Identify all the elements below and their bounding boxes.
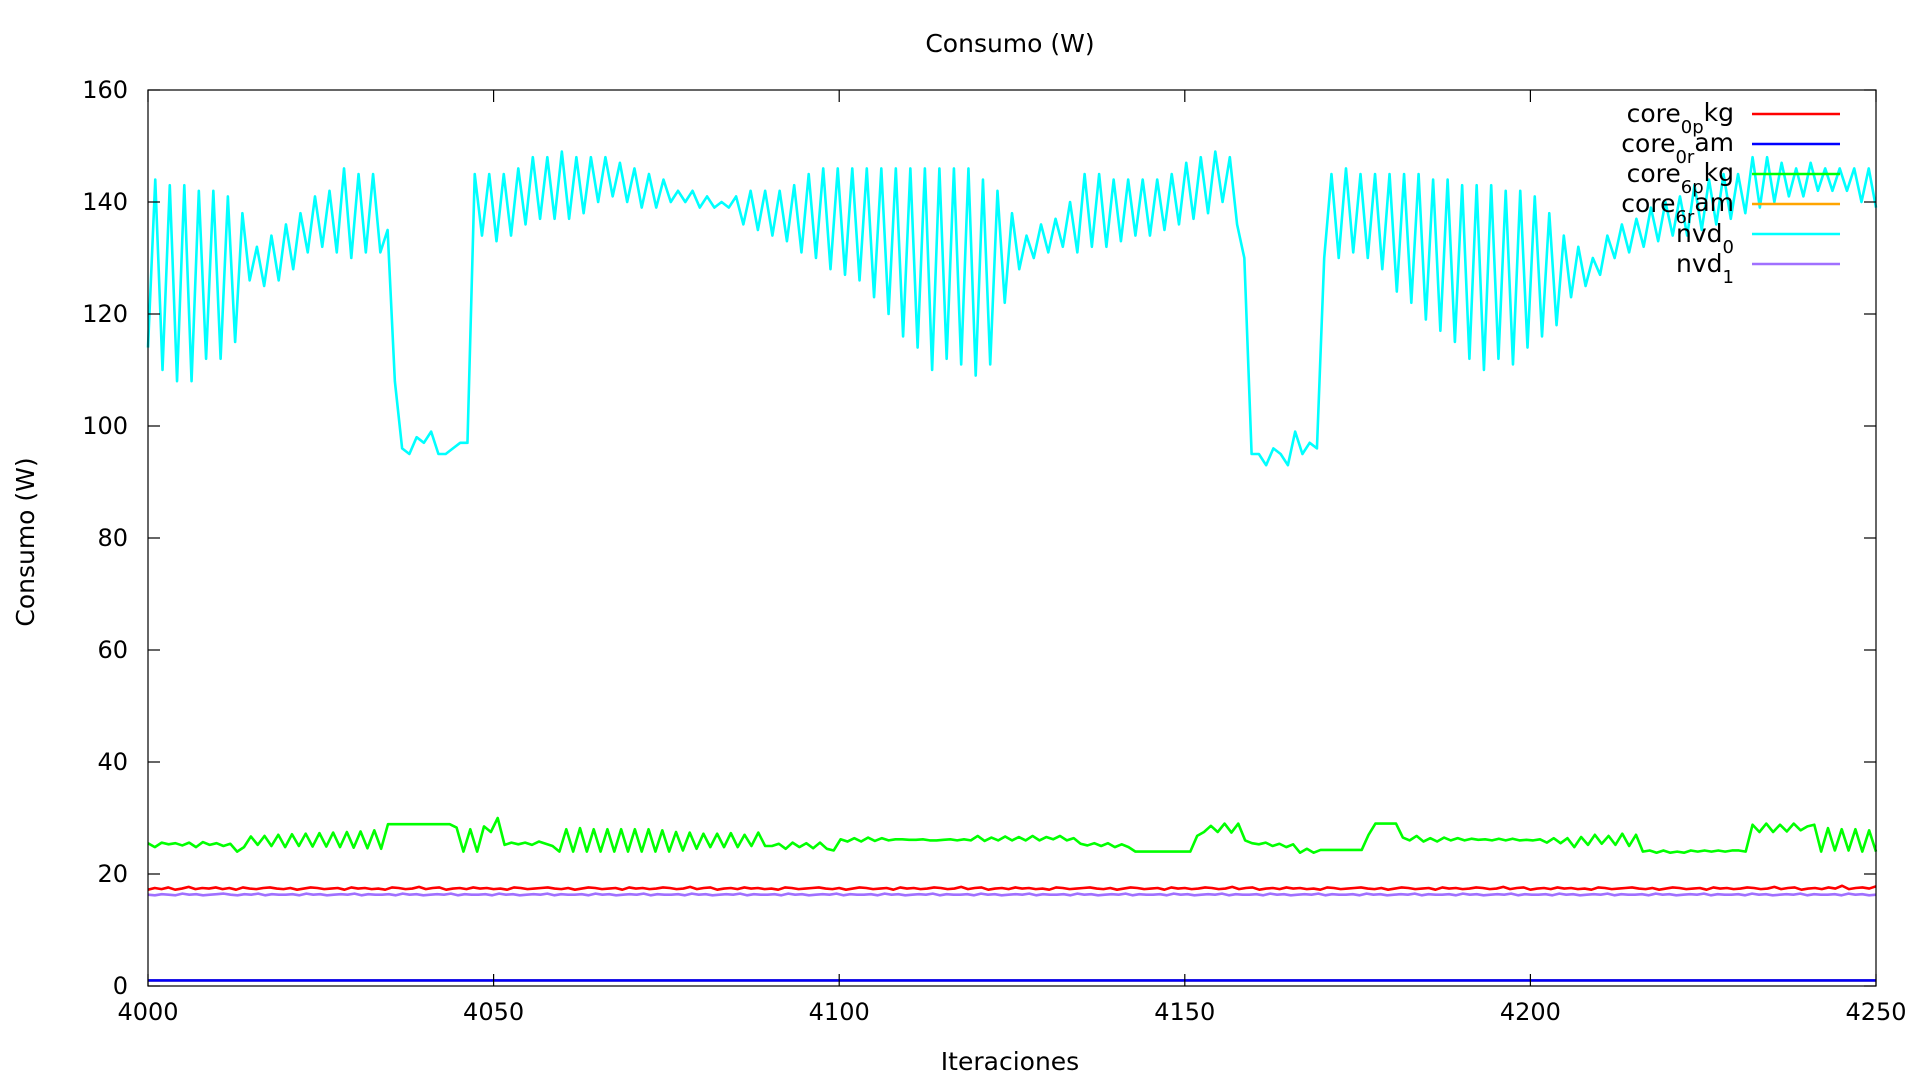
legend-label-core0pkg: core0pkg <box>1627 98 1734 138</box>
y-tick-label: 100 <box>82 412 128 440</box>
x-axis-label: Iteraciones <box>941 1047 1079 1076</box>
x-tick-label: 4150 <box>1154 998 1215 1026</box>
series-line-core0pkg <box>147 884 1877 891</box>
series-line-nvd1 <box>147 892 1877 897</box>
legend-label-core6pkg: core6pkg <box>1627 158 1734 198</box>
y-tick-label: 0 <box>113 972 128 1000</box>
legend-label-core6ram: core6ram <box>1621 188 1734 228</box>
y-tick-label: 120 <box>82 300 128 328</box>
y-tick-label: 80 <box>97 524 128 552</box>
series-layer <box>146 150 1878 982</box>
x-tick-label: 4250 <box>1845 998 1906 1026</box>
y-tick-label: 60 <box>97 636 128 664</box>
chart-title: Consumo (W) <box>925 29 1094 58</box>
y-axis-label: Consumo (W) <box>11 457 40 626</box>
x-tick-label: 4100 <box>809 998 870 1026</box>
x-tick-label: 4000 <box>117 998 178 1026</box>
legend-label-nvd0: nvd0 <box>1676 219 1734 258</box>
series-line-core6pkg <box>147 816 1878 855</box>
legend-label-nvd1: nvd1 <box>1676 249 1734 288</box>
x-tick-label: 4050 <box>463 998 524 1026</box>
legend-label-core0ram: core0ram <box>1621 128 1734 168</box>
y-tick-label: 160 <box>82 76 128 104</box>
x-tick-label: 4200 <box>1500 998 1561 1026</box>
axes-layer: 0 20 40 60 80 100 120 140 160 4000 4050 4100 4150 420… <box>82 76 1906 1026</box>
y-tick-label: 40 <box>97 748 128 776</box>
series-line-nvd0 <box>146 150 1878 467</box>
y-tick-label: 140 <box>82 188 128 216</box>
y-tick-label: 20 <box>97 860 128 888</box>
